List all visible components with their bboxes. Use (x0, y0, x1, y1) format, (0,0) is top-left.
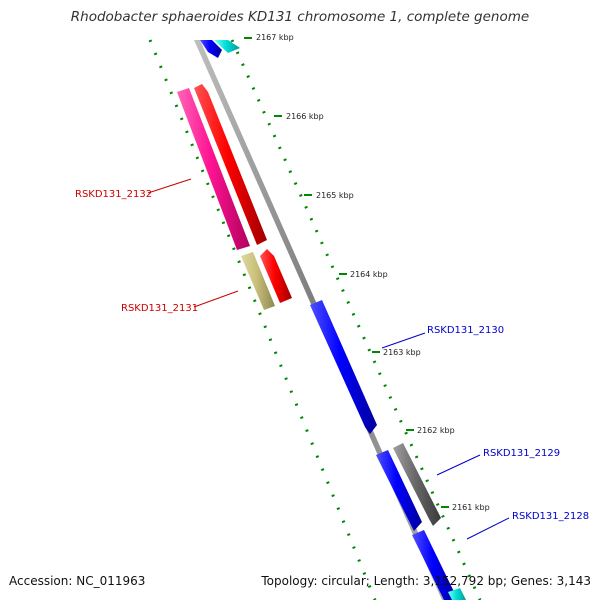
gene-red-lower[interactable] (260, 249, 292, 303)
gene-label-2129[interactable]: RSKD131_2129 (436, 448, 560, 476)
gc-track-left (148, 39, 377, 600)
gene-pink-2132[interactable] (177, 88, 250, 250)
gene-blue-2128[interactable] (412, 530, 458, 600)
tick-label: 2163 kbp (383, 348, 421, 357)
tick-label: 2162 kbp (417, 426, 455, 435)
gene-blue-2129[interactable] (376, 450, 422, 531)
gene-label-2128[interactable]: RSKD131_2128 (466, 511, 589, 540)
gene-label-text: RSKD131_2128 (512, 511, 589, 522)
gene-blue-2130[interactable] (310, 300, 377, 434)
gene-label-text: RSKD131_2129 (483, 448, 560, 459)
gene-label-2132[interactable]: RSKD131_2132 (75, 178, 192, 200)
scale-ticks: 2167 kbp 2166 kbp 2165 kbp 2164 kbp 2163… (244, 33, 490, 512)
gene-label-2131[interactable]: RSKD131_2131 (121, 290, 239, 314)
gene-olive-2131[interactable] (241, 252, 275, 310)
map-title: Rhodobacter sphaeroides KD131 chromosome… (70, 9, 530, 25)
genome-summary-text: Topology: circular; Length: 3,152,792 bp… (261, 574, 591, 588)
tick-track-right (230, 39, 482, 600)
tick-label: 2166 kbp (286, 112, 324, 121)
gene-red-upper[interactable] (194, 84, 267, 245)
tick-label: 2165 kbp (316, 191, 354, 200)
accession-text: Accession: NC_011963 (9, 574, 146, 588)
gene-gray[interactable] (393, 443, 441, 526)
gene-label-text: RSKD131_2131 (121, 303, 198, 314)
gene-label-text: RSKD131_2132 (75, 189, 152, 200)
gene-blue-top[interactable] (200, 40, 222, 58)
tick-label: 2167 kbp (256, 33, 294, 42)
gene-label-2130[interactable]: RSKD131_2130 (381, 325, 504, 349)
gene-cyan-bottom[interactable] (448, 588, 466, 600)
gene-label-text: RSKD131_2130 (427, 325, 504, 336)
tick-label: 2161 kbp (452, 503, 490, 512)
gene-cyan-top[interactable] (214, 40, 240, 53)
tick-label: 2164 kbp (350, 270, 388, 279)
